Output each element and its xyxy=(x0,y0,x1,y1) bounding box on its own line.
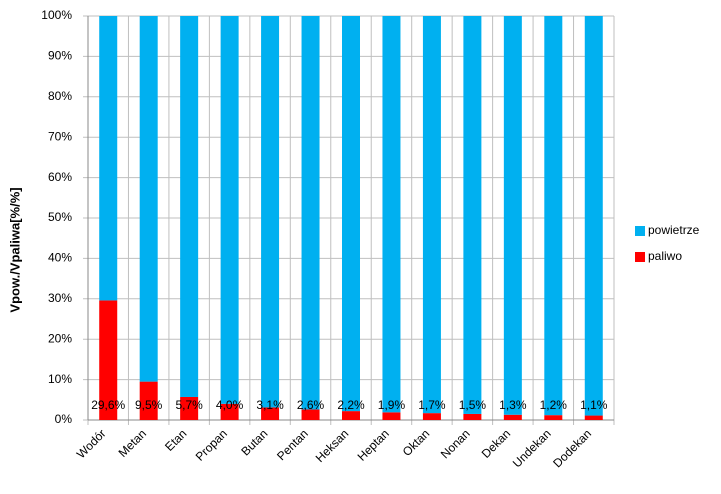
x-tick-label: Dodekan xyxy=(550,426,594,470)
x-tick-label: Etan xyxy=(162,426,189,453)
bar-segment xyxy=(261,407,280,420)
bar-segment xyxy=(503,16,522,415)
data-label: 9,5% xyxy=(135,398,163,412)
x-tick-label: Heksan xyxy=(313,426,352,465)
data-label: 1,3% xyxy=(499,398,527,412)
bar-segment xyxy=(139,381,158,420)
x-tick-label: Heptan xyxy=(355,426,392,463)
bar-segment xyxy=(342,411,360,420)
bar-segment xyxy=(220,16,239,404)
x-tick-label: Oktan xyxy=(400,426,433,459)
data-label: 1,9% xyxy=(378,398,406,412)
legend-label: paliwo xyxy=(648,249,682,263)
bar-segment xyxy=(382,16,401,413)
bar-segment xyxy=(99,300,118,420)
y-tick-label: 50% xyxy=(48,210,72,224)
bar-segment xyxy=(422,413,441,420)
y-tick-label: 70% xyxy=(48,129,72,143)
x-tick-label: Dekan xyxy=(479,426,513,460)
x-tick-label: Pentan xyxy=(274,426,311,463)
y-axis-label: Vpow./Vpaliwa[%/%] xyxy=(7,187,22,312)
data-label: 1,5% xyxy=(459,398,487,412)
bar-segment xyxy=(503,414,522,420)
x-tick-label: Undekan xyxy=(510,426,554,470)
bar-segment xyxy=(463,413,482,420)
data-label: 3,1% xyxy=(256,398,284,412)
bar-segment xyxy=(584,415,603,420)
legend-swatch xyxy=(635,226,645,236)
data-label: 1,1% xyxy=(580,398,608,412)
y-tick-label: 100% xyxy=(41,8,72,22)
x-tick-label: Nonan xyxy=(438,426,473,461)
bar-segment xyxy=(301,16,320,410)
bar-segment xyxy=(99,16,118,301)
x-tick-label: Butan xyxy=(238,426,270,458)
y-tick-label: 10% xyxy=(48,372,72,386)
x-tick-label: Metan xyxy=(116,426,149,459)
x-tick-label: Wodór xyxy=(74,426,109,461)
bar-segment xyxy=(180,16,199,397)
bar-segment xyxy=(139,16,158,382)
y-tick-label: 30% xyxy=(48,291,72,305)
y-tick-label: 20% xyxy=(48,331,72,345)
bar-segment xyxy=(180,396,199,420)
data-label: 4,0% xyxy=(216,398,244,412)
data-label: 2,6% xyxy=(297,398,325,412)
bar-segment xyxy=(544,16,563,416)
bar-segment xyxy=(342,16,360,412)
data-label: 2,2% xyxy=(337,398,365,412)
x-tick-label: Propan xyxy=(193,426,230,463)
data-label: 1,7% xyxy=(418,398,446,412)
bar-segment xyxy=(584,16,603,416)
bar-segment xyxy=(220,403,239,420)
bar-segment xyxy=(544,415,563,420)
data-label: 29,6% xyxy=(91,398,125,412)
legend-swatch xyxy=(635,252,645,262)
bar-segment xyxy=(463,16,482,414)
data-label: 1,2% xyxy=(540,398,568,412)
bar-segment xyxy=(261,16,280,408)
bar-segment xyxy=(382,412,401,420)
data-label: 5,7% xyxy=(175,398,203,412)
y-tick-label: 60% xyxy=(48,170,72,184)
y-tick-label: 40% xyxy=(48,251,72,265)
bar-segment xyxy=(301,409,320,420)
y-tick-label: 90% xyxy=(48,49,72,63)
legend-label: powietrze xyxy=(648,223,700,237)
bar-segment xyxy=(422,16,441,414)
y-tick-label: 80% xyxy=(48,89,72,103)
y-tick-label: 0% xyxy=(55,412,73,426)
